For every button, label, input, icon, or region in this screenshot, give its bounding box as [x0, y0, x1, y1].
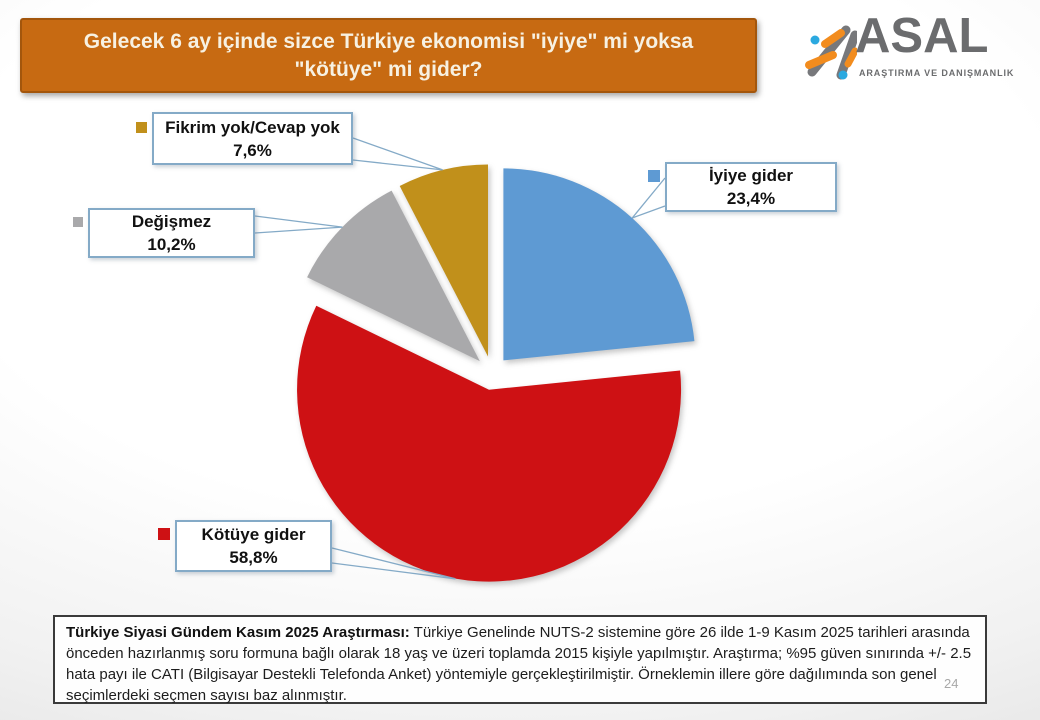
pie-slice-2 — [307, 190, 480, 362]
callout-line — [352, 137, 443, 171]
legend-swatch-fikrim-yok — [136, 122, 147, 133]
label-value: 10,2% — [147, 235, 196, 254]
label-text: Değişmez — [131, 212, 212, 231]
page-number: 24 — [944, 676, 959, 691]
label-text: Kötüye gider — [201, 525, 306, 544]
footnote-lead: Türkiye Siyasi Gündem Kasım 2025 Araştır… — [66, 624, 410, 641]
asal-logo-text: ASAL — [855, 9, 989, 63]
legend-swatch-degismez — [73, 217, 83, 227]
pie-slice-1 — [297, 305, 682, 582]
question-title-text: Gelecek 6 ay içinde sizce Türkiye ekonom… — [83, 29, 694, 81]
label-value: 58,8% — [229, 548, 278, 567]
logo-dot — [810, 35, 820, 45]
callout-label-degismez: Değişmez 10,2% — [88, 208, 255, 258]
callout-label-iyiye-gider: İyiye gider 23,4% — [665, 162, 837, 212]
footnote-body: Türkiye Genelinde NUTS-2 sistemine göre … — [66, 624, 972, 704]
callout-line — [631, 205, 666, 219]
footnote-box: Türkiye Siyasi Gündem Kasım 2025 Araştır… — [53, 615, 987, 704]
callout-line — [254, 215, 343, 228]
pie-slice-3 — [399, 164, 488, 357]
callout-line — [631, 177, 666, 219]
callout-label-kotuye-gider: Kötüye gider 58,8% — [175, 520, 332, 572]
label-text: İyiye gider — [708, 166, 794, 185]
label-text: Fikrim yok/Cevap yok — [165, 117, 340, 137]
label-value: 23,4% — [726, 189, 776, 208]
legend-swatch-iyiye-gider — [648, 170, 660, 182]
asal-logo: ASAL ARAŞTIRMA VE DANIŞMANLIK — [795, 12, 1035, 90]
legend-swatch-kotuye-gider — [158, 528, 170, 540]
question-title: Gelecek 6 ay içinde sizce Türkiye ekonom… — [20, 18, 757, 93]
logo-dot — [838, 70, 848, 80]
label-value: 7,6% — [233, 140, 272, 160]
callout-label-fikrim-yok: Fikrim yok/Cevap yok 7,6% — [152, 112, 353, 165]
callout-line — [352, 159, 443, 171]
callout-line — [331, 547, 456, 580]
callout-line — [254, 226, 343, 234]
asal-logo-mark-icon — [805, 25, 857, 80]
callout-line — [331, 562, 456, 580]
asal-logo-subtitle: ARAŞTIRMA VE DANIŞMANLIK — [859, 68, 1015, 78]
